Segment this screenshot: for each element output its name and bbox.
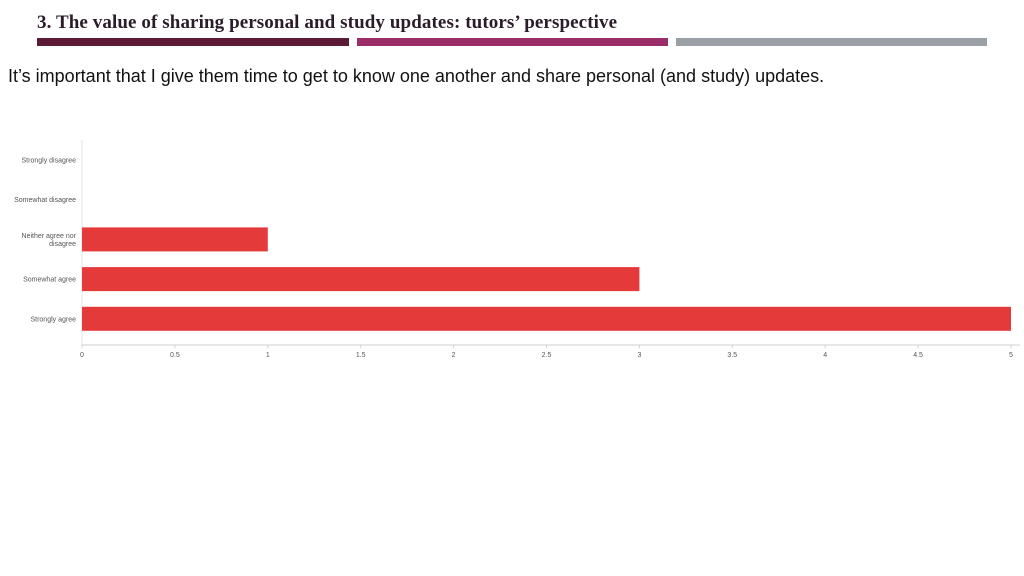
slide-subtitle: It’s important that I give them time to … [8, 66, 825, 86]
x-tick-label: 2.5 [542, 352, 552, 359]
x-tick-label: 1 [266, 352, 270, 359]
category-label: Strongly agree [30, 316, 76, 323]
x-tick-label: 3.5 [727, 352, 737, 359]
bar [82, 227, 268, 252]
bar [82, 306, 1011, 331]
accent-bar-1 [37, 38, 349, 46]
x-tick-label: 0.5 [170, 352, 180, 359]
x-tick-label: 2 [452, 352, 456, 359]
accent-bar-2 [357, 38, 668, 46]
x-tick-label: 5 [1009, 352, 1013, 359]
x-tick-label: 4 [823, 352, 827, 359]
category-label: Somewhat agree [23, 277, 76, 284]
category-label: Strongly disagree [22, 158, 77, 165]
x-tick-label: 3 [637, 352, 641, 359]
x-tick-label: 1.5 [356, 352, 366, 359]
category-label: Somewhat disagree [14, 197, 76, 204]
accent-bar-3 [676, 38, 987, 46]
bar [82, 267, 640, 292]
likert-bar-chart: Strongly disagree Somewhat disagree Neithe… [14, 140, 1020, 359]
x-tick-label: 4.5 [913, 352, 923, 359]
slide-title: 3. The value of sharing personal and stu… [37, 12, 618, 33]
category-label: Neither agree nor disagree [22, 233, 77, 248]
x-tick-label: 0 [80, 352, 84, 359]
